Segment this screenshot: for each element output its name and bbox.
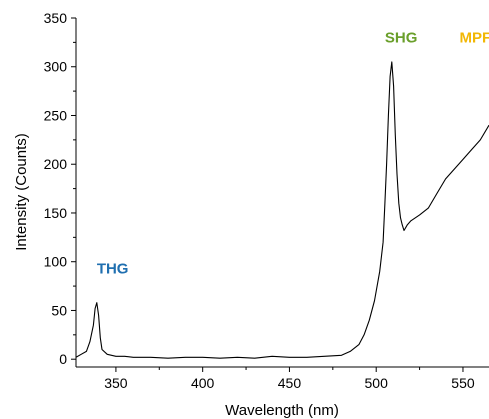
axes xyxy=(71,17,489,372)
y-tick-label: 350 xyxy=(44,10,68,26)
peak-label-mpf: MPF xyxy=(460,29,489,46)
y-axis-title: Intensity (Counts) xyxy=(13,133,30,251)
spectrum-line xyxy=(76,61,489,359)
peak-label-thg: THG xyxy=(97,260,129,277)
x-tick-label: 400 xyxy=(191,375,215,391)
y-tick-label: 100 xyxy=(44,254,68,270)
x-tick-label: 450 xyxy=(278,375,302,391)
y-tick-label: 150 xyxy=(44,205,68,221)
y-tick-label: 300 xyxy=(44,59,68,75)
x-axis-title: Wavelength (nm) xyxy=(225,402,339,419)
y-tick-label: 250 xyxy=(44,107,68,123)
labels: 350 400 450 500 550 0 50 100 150 200 250 300 350 THG S… xyxy=(44,10,489,391)
x-tick-label: 550 xyxy=(451,375,475,391)
y-tick-label: 200 xyxy=(44,156,68,172)
y-tick-label: 50 xyxy=(51,302,67,318)
x-tick-label: 500 xyxy=(365,375,389,391)
plot-area xyxy=(76,61,489,359)
x-tick-label: 350 xyxy=(104,375,128,391)
peak-label-shg: SHG xyxy=(385,29,418,46)
y-tick-label: 0 xyxy=(59,351,67,367)
